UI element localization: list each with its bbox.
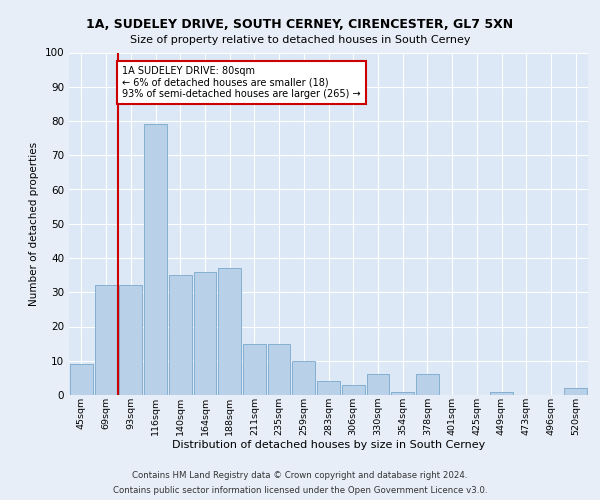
Text: Contains public sector information licensed under the Open Government Licence v3: Contains public sector information licen… <box>113 486 487 495</box>
Bar <box>243 344 266 395</box>
Bar <box>391 392 414 395</box>
Text: Contains HM Land Registry data © Crown copyright and database right 2024.: Contains HM Land Registry data © Crown c… <box>132 471 468 480</box>
Bar <box>292 361 315 395</box>
Y-axis label: Number of detached properties: Number of detached properties <box>29 142 39 306</box>
Bar <box>342 384 365 395</box>
X-axis label: Distribution of detached houses by size in South Cerney: Distribution of detached houses by size … <box>172 440 485 450</box>
Bar <box>70 364 93 395</box>
Bar <box>218 268 241 395</box>
Bar <box>564 388 587 395</box>
Text: 1A, SUDELEY DRIVE, SOUTH CERNEY, CIRENCESTER, GL7 5XN: 1A, SUDELEY DRIVE, SOUTH CERNEY, CIRENCE… <box>86 18 514 30</box>
Bar <box>268 344 290 395</box>
Bar <box>169 275 191 395</box>
Text: 1A SUDELEY DRIVE: 80sqm
← 6% of detached houses are smaller (18)
93% of semi-det: 1A SUDELEY DRIVE: 80sqm ← 6% of detached… <box>122 66 361 100</box>
Bar <box>194 272 216 395</box>
Bar <box>144 124 167 395</box>
Text: Size of property relative to detached houses in South Cerney: Size of property relative to detached ho… <box>130 35 470 45</box>
Bar <box>367 374 389 395</box>
Bar <box>95 286 118 395</box>
Bar <box>317 382 340 395</box>
Bar <box>119 286 142 395</box>
Bar <box>416 374 439 395</box>
Bar <box>490 392 513 395</box>
